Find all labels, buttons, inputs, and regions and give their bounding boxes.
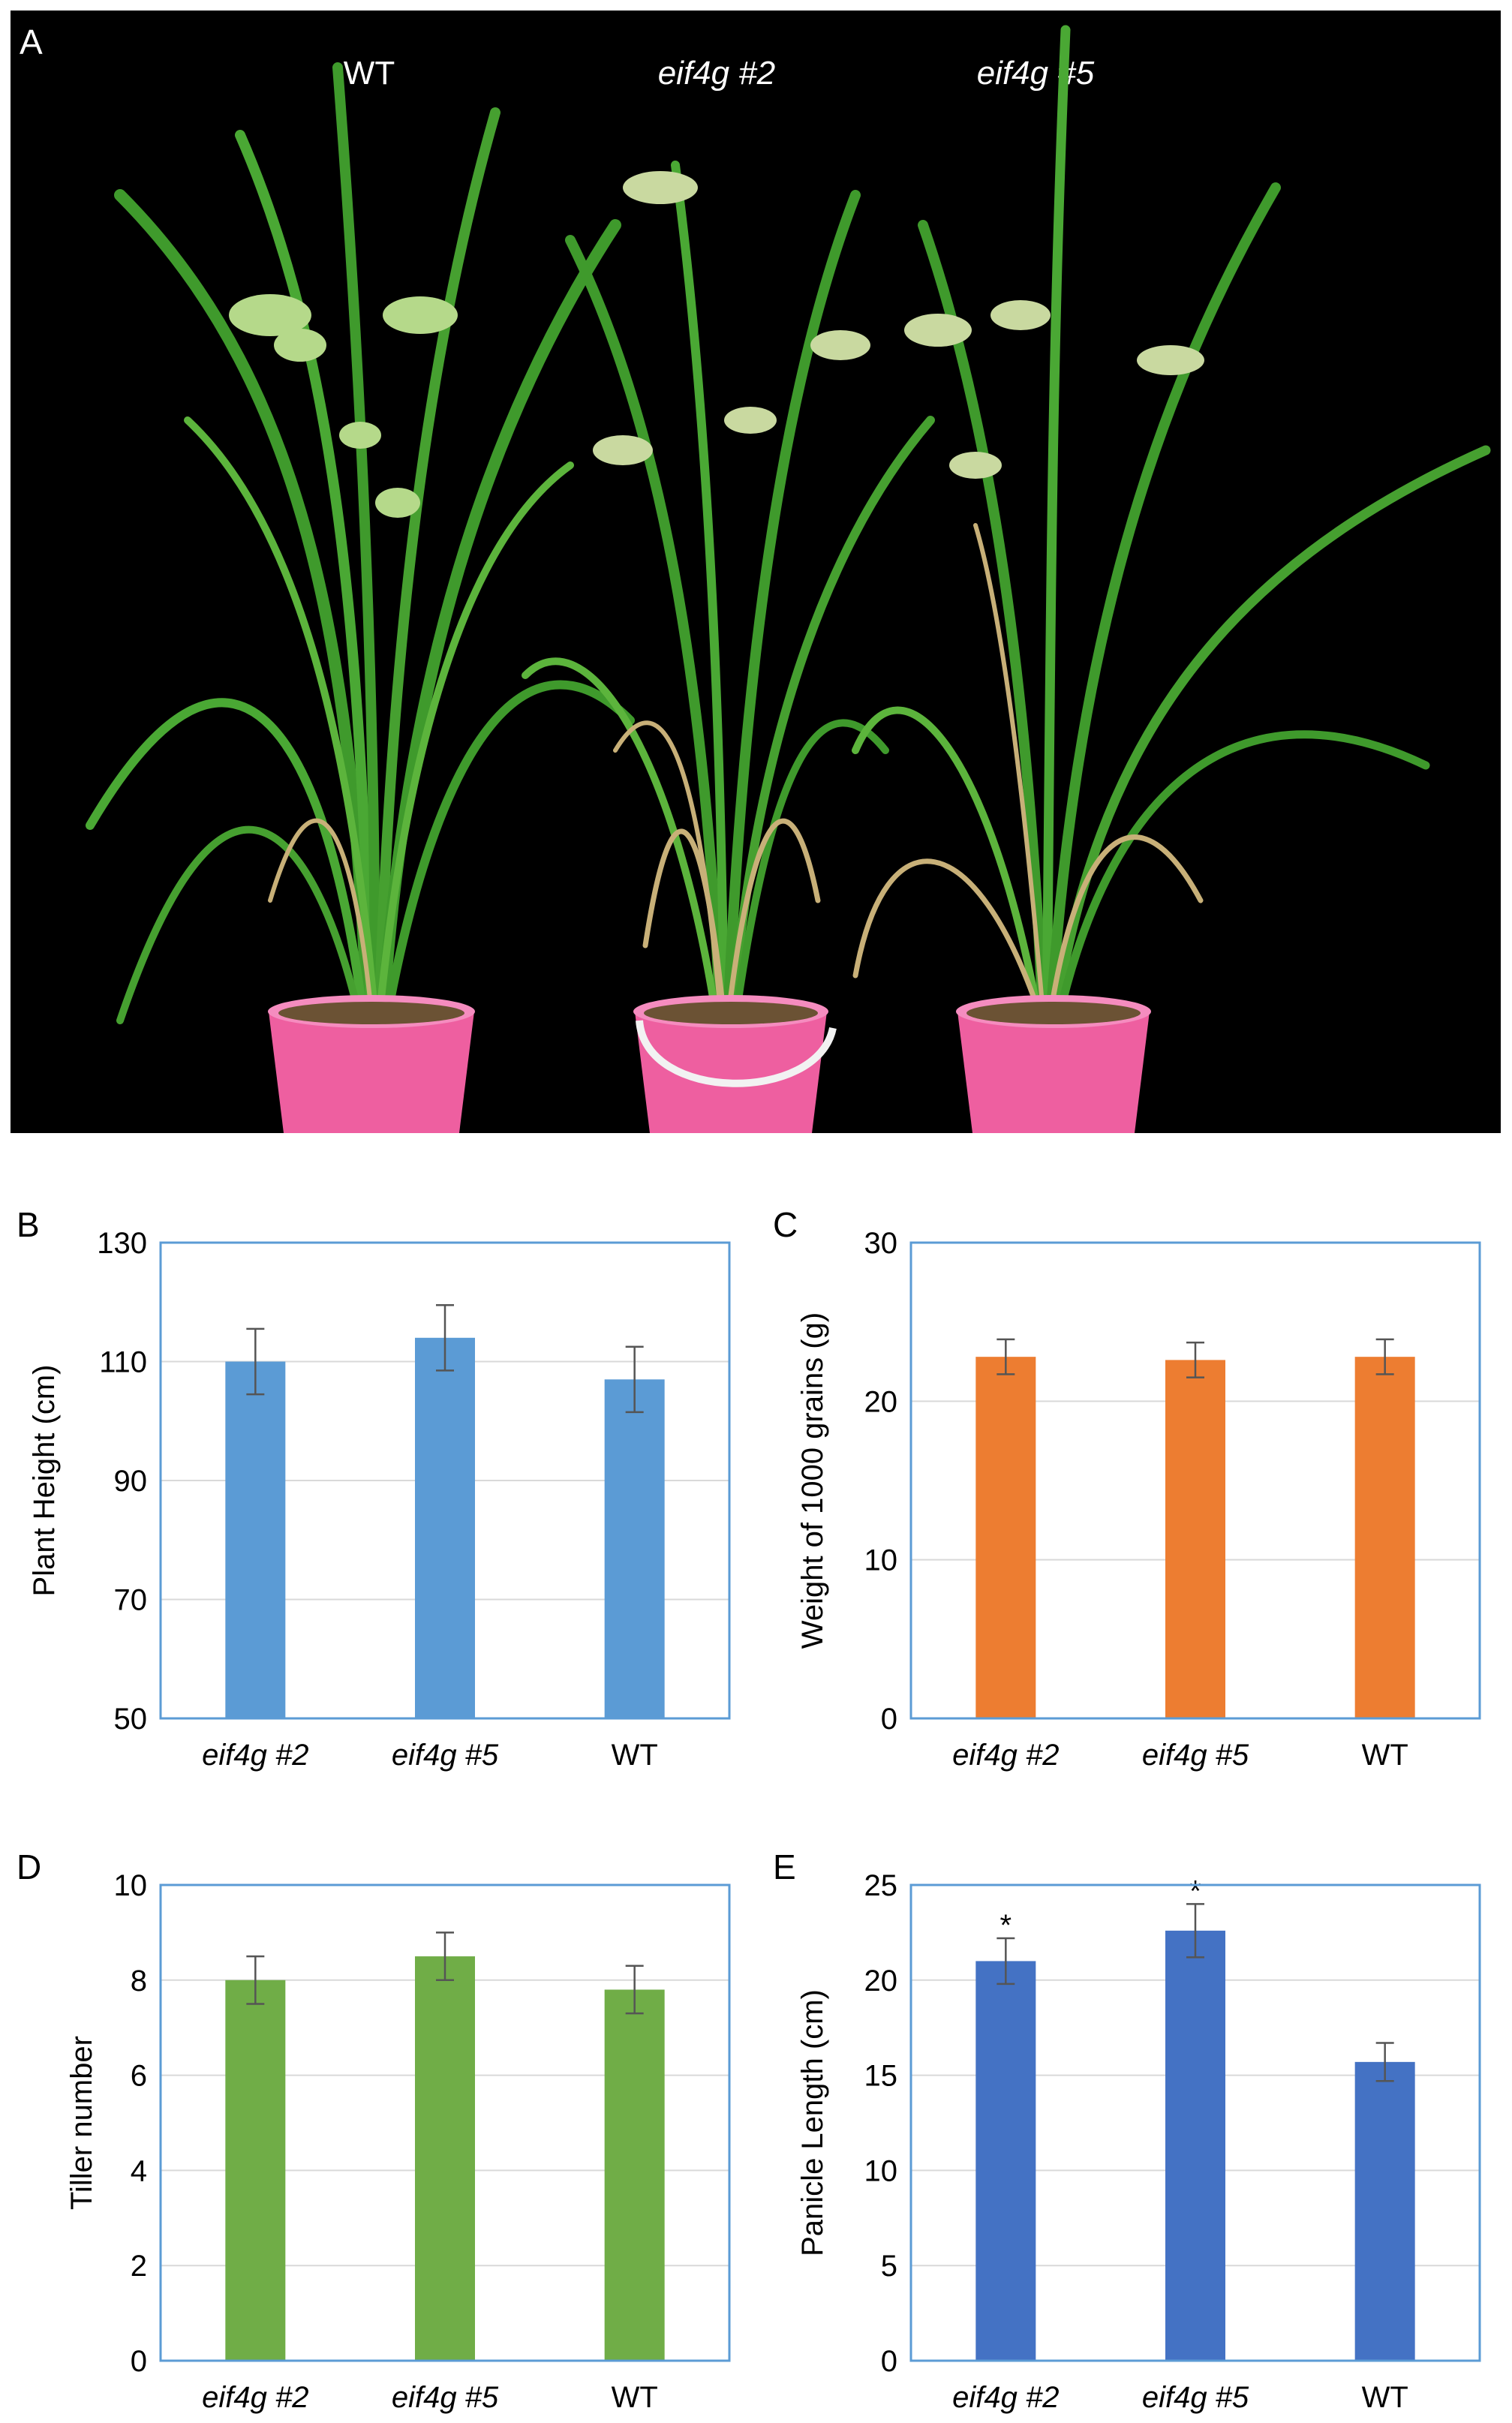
panel-a-photo: A WT eif4g #2 eif4g #5 bbox=[11, 11, 1501, 1133]
panel-d-ytick-label: 8 bbox=[131, 1965, 147, 1998]
panel-d-ylabel: Tiller number bbox=[65, 2036, 98, 2210]
panel-d-ytick-label: 6 bbox=[131, 2060, 147, 2093]
panel-b-ytick-label: 50 bbox=[114, 1703, 148, 1736]
panel-c-xtick-label: eif4g #5 bbox=[1142, 1739, 1249, 1772]
panel-d-bar bbox=[604, 1989, 665, 2361]
plant-eif4g-5-pot bbox=[956, 995, 1151, 1133]
photo-background bbox=[11, 11, 1501, 1133]
plant-eif4g-2 bbox=[522, 161, 935, 1133]
panel-b-ylabel: Plant Height (cm) bbox=[28, 1365, 61, 1597]
panel-d-ytick-label: 10 bbox=[114, 1869, 148, 1902]
panel-e-bar bbox=[1354, 2061, 1415, 2361]
plant-wt-panicles bbox=[229, 294, 458, 518]
panel-e-ytick-label: 0 bbox=[881, 2345, 897, 2378]
plant-wt bbox=[86, 62, 635, 1133]
panel-e-bar bbox=[1165, 1930, 1225, 2361]
plant-eif4g-5-panicles bbox=[904, 300, 1204, 479]
panel-b-plot-frame bbox=[159, 1241, 731, 1720]
panel-c-plot-frame bbox=[909, 1241, 1481, 1720]
panel-e-ytick-label: 5 bbox=[881, 2250, 897, 2283]
panel-d-xtick-label: eif4g #2 bbox=[202, 2381, 308, 2414]
panel-b-bar bbox=[415, 1337, 475, 1718]
panel-e-ytick-label: 20 bbox=[864, 1965, 898, 1998]
panel-c-ytick-label: 20 bbox=[864, 1385, 898, 1418]
panel-e-ytick-label: 15 bbox=[864, 2060, 898, 2093]
panel-c-ylabel: Weight of 1000 grains (g) bbox=[796, 1312, 829, 1649]
panel-b-bar bbox=[225, 1361, 286, 1718]
plant-wt-pot bbox=[268, 995, 475, 1133]
panel-d-bar bbox=[415, 1956, 475, 2361]
panel-b-chart: B 50 70 90 110 130 Plant Height (cm) eif4g #2 ei… bbox=[17, 1205, 731, 1772]
panel-d-chart: D 0 2 4 6 8 10 Tiller number eif4g #2 eif4g #5 WT bbox=[17, 1847, 731, 2414]
panel-e-ylabel: Panicle Length (cm) bbox=[796, 1989, 829, 2256]
panel-d-xtick-label: eif4g #5 bbox=[392, 2381, 499, 2414]
panel-b-xtick-label: eif4g #2 bbox=[202, 1739, 308, 1772]
plant-eif4g-5 bbox=[852, 25, 1491, 1133]
panel-b-ytick-label: 130 bbox=[97, 1227, 147, 1260]
panel-b-ytick-label: 90 bbox=[114, 1465, 148, 1498]
panel-c-ytick-label: 0 bbox=[881, 1703, 897, 1736]
panel-e-ytick-label: 10 bbox=[864, 2154, 898, 2187]
panel-e-xtick-label: eif4g #2 bbox=[952, 2381, 1059, 2414]
panel-b-ytick-label: 70 bbox=[114, 1584, 148, 1617]
plant-label-wt: WT bbox=[344, 55, 395, 92]
plant-eif4g-2-leaves bbox=[522, 161, 935, 1026]
panel-b-letter: B bbox=[17, 1205, 40, 1244]
panel-b-bar bbox=[604, 1379, 665, 1718]
panel-c-ytick-label: 10 bbox=[864, 1544, 898, 1577]
panel-d-ytick-label: 0 bbox=[131, 2345, 147, 2378]
panel-c-letter: C bbox=[773, 1205, 798, 1244]
panel-e-xtick-label: eif4g #5 bbox=[1142, 2381, 1249, 2414]
panel-e-ytick-label: 25 bbox=[864, 1869, 898, 1902]
plant-label-eif4g-2: eif4g #2 bbox=[658, 55, 776, 92]
plant-eif4g-2-panicles bbox=[593, 171, 870, 465]
panel-d-bar bbox=[225, 1980, 286, 2361]
plant-wt-leaves bbox=[86, 62, 635, 1027]
plant-eif4g-5-leaves bbox=[852, 25, 1491, 1026]
panel-c-bar bbox=[1165, 1360, 1225, 1718]
panel-e-chart: E 0 5 10 15 20 25 Panicle Length (cm) * eif4g #2 *… bbox=[773, 1847, 1481, 2414]
panel-a-letter: A bbox=[20, 23, 43, 62]
panel-d-ytick-label: 4 bbox=[131, 2154, 147, 2187]
plant-eif4g-2-pot bbox=[633, 995, 837, 1133]
panel-c-bar bbox=[1354, 1357, 1415, 1718]
panel-e-bar bbox=[975, 1961, 1036, 2361]
panel-b-xtick-label: eif4g #5 bbox=[392, 1739, 499, 1772]
panel-c-bar bbox=[975, 1357, 1036, 1718]
panel-e-significance-marker: * bbox=[1000, 1909, 1012, 1942]
panel-c-ytick-label: 30 bbox=[864, 1227, 898, 1260]
panel-e-significance-marker: * bbox=[1189, 1874, 1201, 1907]
panel-b-xtick-label: WT bbox=[612, 1739, 658, 1772]
panel-d-letter: D bbox=[17, 1847, 41, 1886]
panel-e-letter: E bbox=[773, 1847, 796, 1886]
panel-b-ytick-label: 110 bbox=[99, 1346, 147, 1379]
panel-e-plot-frame bbox=[909, 1883, 1481, 2362]
panel-e-xtick-label: WT bbox=[1362, 2381, 1408, 2414]
plant-label-eif4g-5: eif4g #5 bbox=[977, 55, 1095, 92]
panel-d-ytick-label: 2 bbox=[131, 2250, 147, 2283]
panel-d-plot-frame bbox=[159, 1883, 731, 2362]
panel-c-xtick-label: WT bbox=[1362, 1739, 1408, 1772]
panel-d-xtick-label: WT bbox=[612, 2381, 658, 2414]
panel-c-chart: C 0 10 20 30 Weight of 1000 grains (g) eif4g #… bbox=[773, 1205, 1481, 1772]
panel-c-xtick-label: eif4g #2 bbox=[952, 1739, 1059, 1772]
